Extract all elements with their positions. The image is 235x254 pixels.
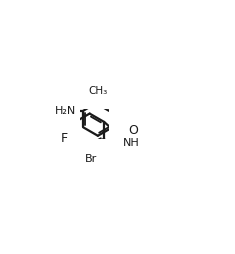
Text: O: O [128, 124, 138, 137]
Text: H₂N: H₂N [55, 106, 76, 116]
Text: F: F [61, 132, 68, 145]
Text: CH₃: CH₃ [88, 86, 107, 96]
Text: NH: NH [123, 138, 140, 148]
Text: Br: Br [84, 154, 97, 164]
